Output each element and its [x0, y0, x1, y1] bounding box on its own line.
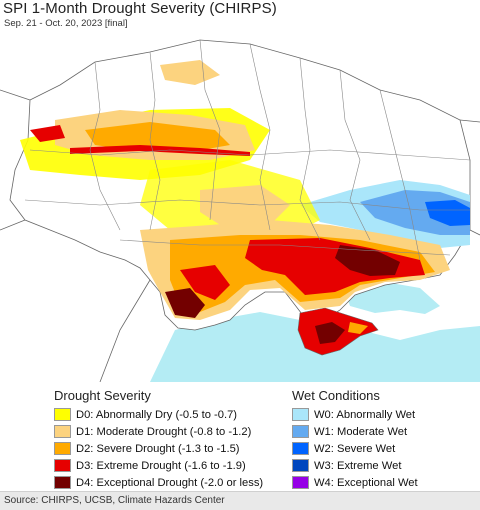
d4-south-west [165, 288, 205, 318]
d2-west [85, 122, 230, 152]
legend-item-w4: W4: Exceptional Wet [292, 475, 418, 490]
legend-item-w0: W0: Abnormally Wet [292, 407, 415, 422]
oblast-boundaries [24, 39, 471, 261]
d3-west-band [30, 125, 65, 142]
w0-swatch [292, 408, 309, 421]
map-date-range: Sep. 21 - Oct. 20, 2023 [final] [4, 18, 128, 29]
legend-item-w1: W1: Moderate Wet [292, 424, 407, 439]
legend-item-w3: W3: Extreme Wet [292, 458, 401, 473]
country-borders [0, 89, 480, 382]
w4-label: W4: Exceptional Wet [314, 476, 418, 489]
d3-swatch [54, 459, 71, 472]
map-svg [0, 39, 480, 382]
d2-swatch [54, 442, 71, 455]
w1-swatch [292, 425, 309, 438]
w4-swatch [292, 476, 309, 489]
legend-item-d4: D4: Exceptional Drought (-2.0 or less) [54, 475, 263, 490]
wet-legend-title: Wet Conditions [292, 388, 380, 403]
legend-item-d0: D0: Abnormally Dry (-0.5 to -0.7) [54, 407, 237, 422]
drought-legend-title: Drought Severity [54, 388, 151, 403]
d4-south [335, 245, 400, 276]
crimea-d2-patch [348, 322, 368, 334]
d1-label: D1: Moderate Drought (-0.8 to -1.2) [76, 425, 252, 438]
w0-label: W0: Abnormally Wet [314, 408, 416, 421]
d2-label: D2: Severe Drought (-1.3 to -1.5) [76, 442, 240, 455]
legend-item-d2: D2: Severe Drought (-1.3 to -1.5) [54, 441, 240, 456]
d3-label: D3: Extreme Drought (-1.6 to -1.9) [76, 459, 246, 472]
w2-swatch [292, 442, 309, 455]
source-credit: Source: CHIRPS, UCSB, Climate Hazards Ce… [4, 495, 225, 506]
d0-swatch [54, 408, 71, 421]
d0-label: D0: Abnormally Dry (-0.5 to -0.7) [76, 408, 238, 421]
legend-item-d1: D1: Moderate Drought (-0.8 to -1.2) [54, 424, 251, 439]
map-title: SPI 1-Month Drought Severity (CHIRPS) [3, 0, 277, 17]
footer: Source: CHIRPS, UCSB, Climate Hazards Ce… [0, 491, 480, 510]
w1-label: W1: Moderate Wet [314, 425, 408, 438]
legend: Drought Severity Wet Conditions D0: Abno… [0, 383, 480, 491]
drought-map [0, 30, 480, 382]
legend-item-w2: W2: Severe Wet [292, 441, 395, 456]
legend-item-d3: D3: Extreme Drought (-1.6 to -1.9) [54, 458, 246, 473]
wet-w2-area [425, 200, 470, 226]
w2-label: W2: Severe Wet [314, 442, 396, 455]
d4-swatch [54, 476, 71, 489]
d3-south-west [180, 265, 230, 300]
w3-label: W3: Extreme Wet [314, 459, 402, 472]
crimea-d4-patch [315, 322, 345, 344]
w3-swatch [292, 459, 309, 472]
d1-north-patch [160, 60, 220, 85]
d4-label: D4: Exceptional Drought (-2.0 or less) [76, 476, 264, 489]
d1-swatch [54, 425, 71, 438]
d3-south [245, 238, 425, 295]
